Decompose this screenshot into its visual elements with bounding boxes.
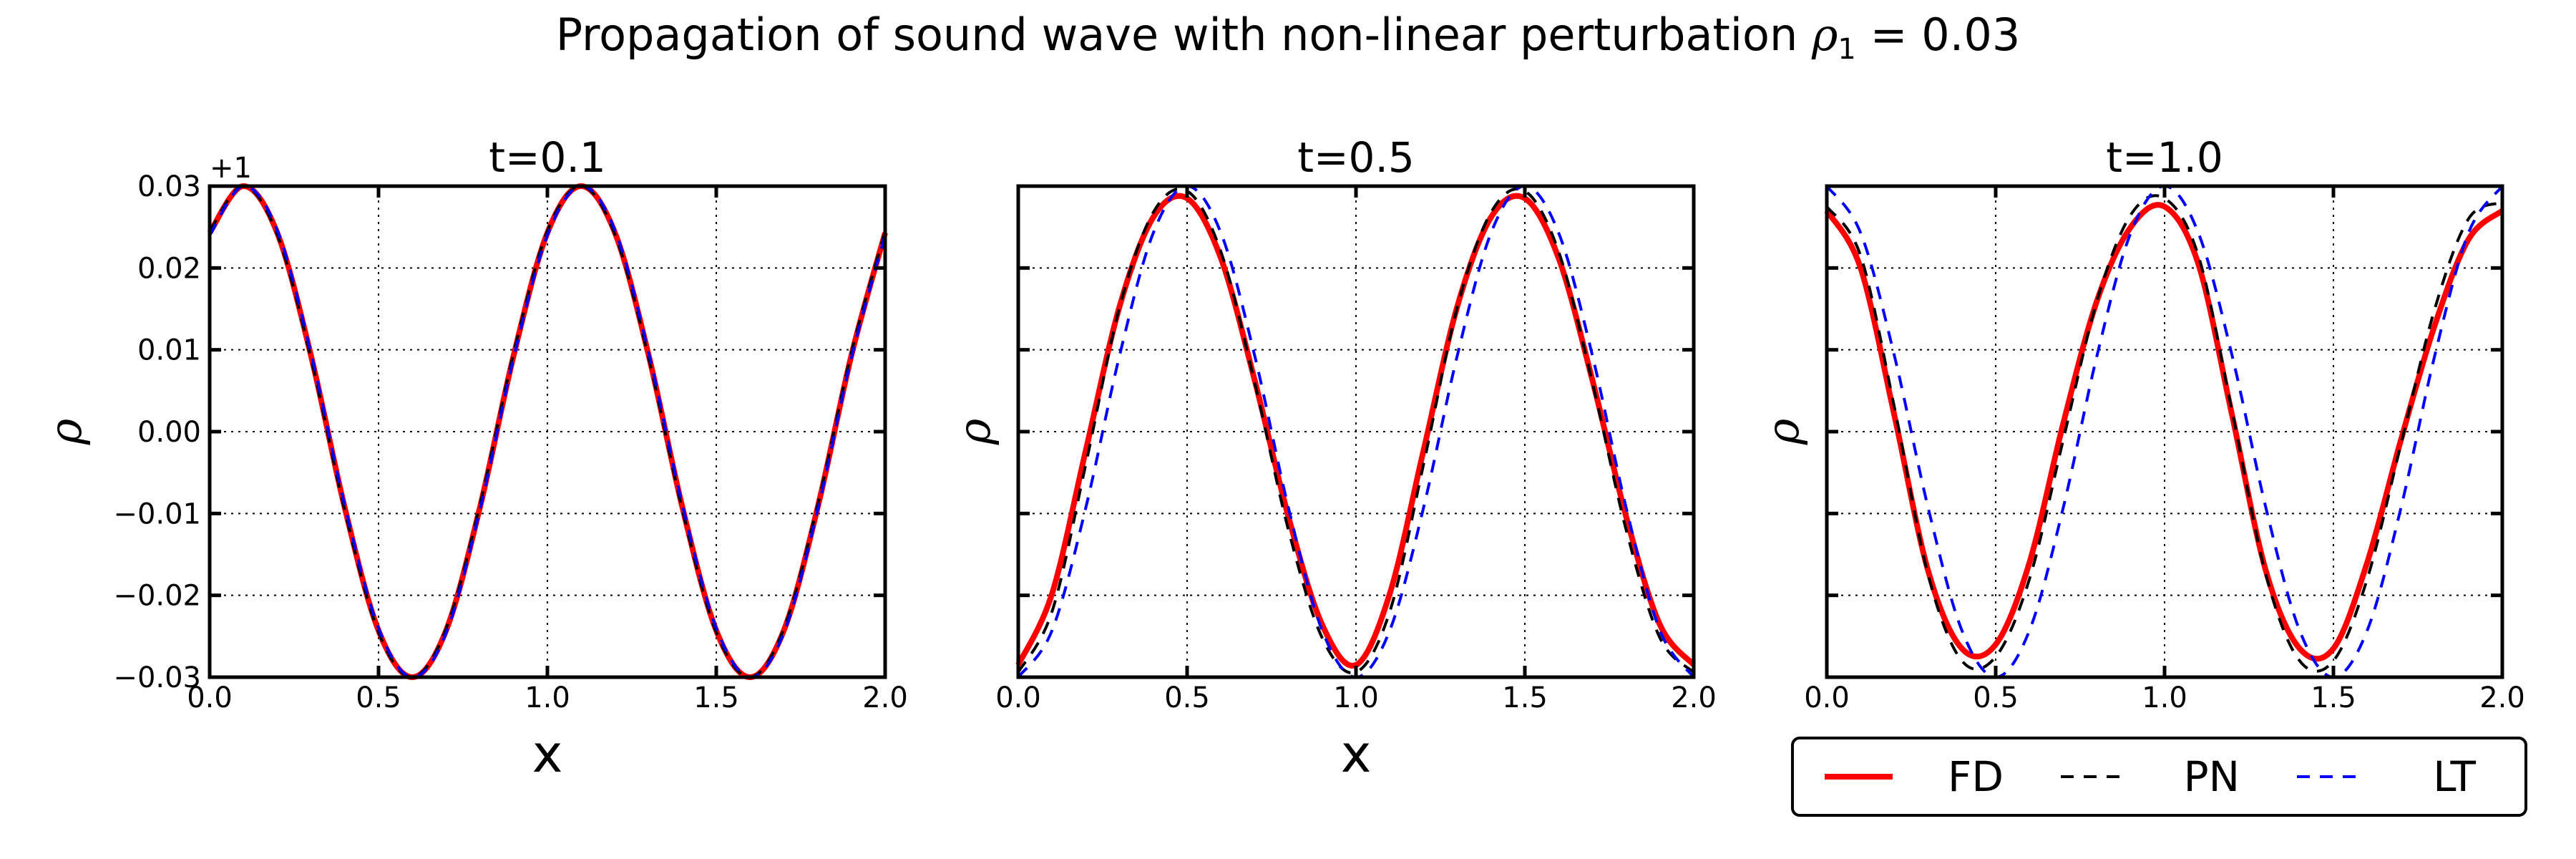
x-tick-label: 1.0 <box>2142 681 2187 714</box>
y-tick-label: 0.00 <box>137 416 201 449</box>
x-tick-label: 1.5 <box>693 681 739 714</box>
x-tick-label: 1.5 <box>1502 681 1548 714</box>
figure-title: Propagation of sound wave with non-linea… <box>556 9 2021 66</box>
legend: FD PN LT <box>1791 737 2527 817</box>
chart-panel-2: 0.0 0.5 1.0 1.5 2.0 t=0.5 x ρ <box>948 133 1717 784</box>
axis-offset-text: +1 <box>210 152 252 185</box>
legend-label-lt: LT <box>2433 752 2476 801</box>
panel-title: t=1.0 <box>2106 133 2223 182</box>
y-axis-label: ρ <box>39 419 92 445</box>
x-tick-label: 1.5 <box>2311 681 2356 714</box>
x-tick-label: 0.5 <box>1164 681 1210 714</box>
x-tick-label: 1.0 <box>525 681 570 714</box>
y-tick-label: 0.01 <box>137 334 201 367</box>
x-tick-label: 0.5 <box>356 681 401 714</box>
x-tick-label: 0.5 <box>1973 681 2019 714</box>
y-tick-label: −0.02 <box>113 580 201 613</box>
panel-title: t=0.5 <box>1297 133 1415 182</box>
legend-label-pn: PN <box>2184 752 2240 801</box>
y-axis-label: ρ <box>1757 419 1809 445</box>
panels: 0.0 0.5 1.0 1.5 2.0 −0.03 −0.02 −0.01 0.00 0.01 0.… <box>39 133 2525 784</box>
y-axis-label: ρ <box>948 419 1000 445</box>
x-tick-label: 1.0 <box>1333 681 1379 714</box>
legend-label-fd: FD <box>1948 752 2004 801</box>
panel-title: t=0.1 <box>489 133 606 182</box>
x-axis-label: x <box>532 724 563 784</box>
y-tick-label: 0.02 <box>137 252 201 285</box>
y-tick-label: 0.03 <box>137 170 201 203</box>
legend-frame <box>1791 737 2527 817</box>
x-tick-label: 2.0 <box>1671 681 1717 714</box>
x-tick-label: 0.0 <box>995 681 1041 714</box>
chart-panel-1: 0.0 0.5 1.0 1.5 2.0 −0.03 −0.02 −0.01 0.00 0.01 0.… <box>39 133 908 784</box>
x-tick-label: 0.0 <box>187 681 233 714</box>
y-tick-label: −0.03 <box>113 661 201 694</box>
y-tick-label: −0.01 <box>113 498 201 530</box>
chart-panel-3: 0.0 0.5 1.0 1.5 2.0 t=1.0 ρ <box>1757 133 2525 714</box>
x-axis-label: x <box>1341 724 1372 784</box>
series-line-fd <box>1824 202 2504 662</box>
x-tick-label: 2.0 <box>862 681 908 714</box>
x-tick-label: 2.0 <box>2479 681 2525 714</box>
x-tick-label: 0.0 <box>1804 681 1850 714</box>
series-line-pn <box>1017 187 1695 675</box>
series-line-lt <box>208 185 887 679</box>
